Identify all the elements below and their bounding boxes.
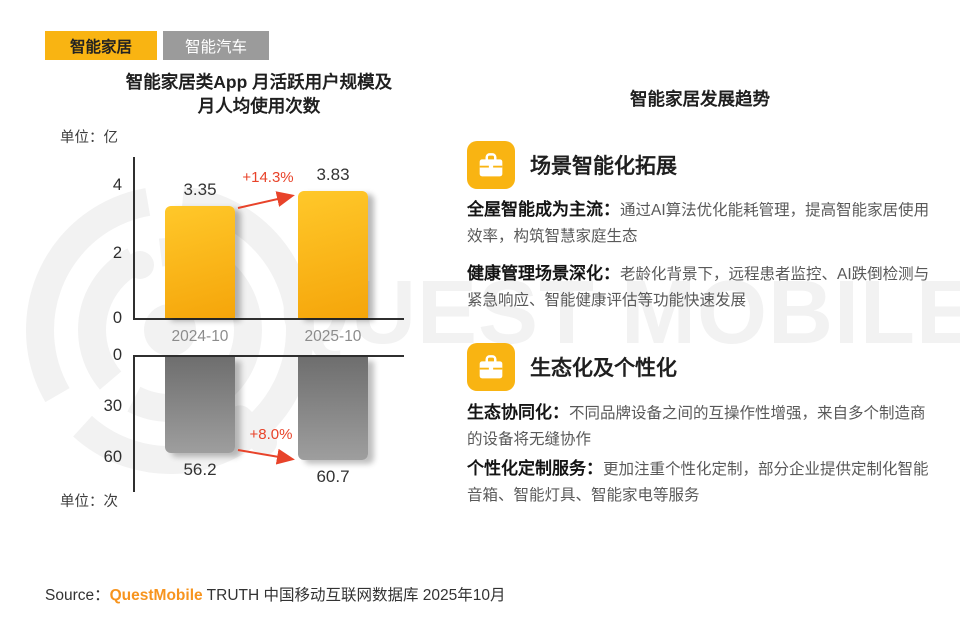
trend-item-lead: 个性化定制服务： bbox=[467, 459, 603, 478]
mau-bar-2024: 3.35 bbox=[165, 180, 235, 318]
briefcase-icon bbox=[467, 141, 515, 189]
value-label: 3.35 bbox=[183, 180, 217, 200]
trend-item: 个性化定制服务：更加注重个性化定制，部分企业提供定制化智能音箱、智能灯具、智能家… bbox=[467, 455, 937, 508]
trend-item: 健康管理场景深化：老龄化背景下，远程患者监控、AI跌倒检测与紧急响应、智能健康评… bbox=[467, 260, 937, 313]
tab-smart-home-label: 智能家居 bbox=[69, 38, 132, 56]
section-heading-ecosystem: 生态化及个性化 bbox=[530, 357, 677, 380]
trend-item-lead: 健康管理场景深化： bbox=[467, 264, 620, 283]
trend-item-body: 更加注重个性化定制，部分企业提供定制化智能音箱、智能灯具、智能家电等服务 bbox=[467, 461, 929, 504]
value-label: 56.2 bbox=[183, 459, 217, 479]
brand-questmobile: QuestMobile bbox=[109, 587, 203, 604]
source-rest: TRUTH 中国移动互联网数据库 2025年10月 bbox=[202, 587, 506, 604]
freq-bar-2024: 56.2 bbox=[165, 357, 235, 479]
briefcase-icon bbox=[467, 343, 515, 391]
freq-bar-2025: 60.7 bbox=[298, 357, 368, 486]
trend-panel-title: 智能家居发展趋势 bbox=[630, 89, 770, 109]
trend-item: 全屋智能成为主流：通过AI算法优化能耗管理，提高智能家居使用效率，构筑智慧家庭生… bbox=[467, 196, 937, 249]
source-line: Source：QuestMobile TRUTH 中国移动互联网数据库 2025… bbox=[45, 583, 506, 605]
trend-item: 生态协同化：不同品牌设备之间的互操作性增强，来自多个制造商的设备将无缝协作 bbox=[467, 399, 937, 452]
source-prefix: Source： bbox=[45, 587, 110, 604]
tab-smart-car-label: 智能汽车 bbox=[184, 38, 247, 56]
mau-bar-2025: 3.83 bbox=[298, 165, 368, 318]
trend-item-body: 不同品牌设备之间的互操作性增强，来自多个制造商的设备将无缝协作 bbox=[467, 405, 926, 448]
unit-label-bottom: 单位：次 bbox=[60, 494, 118, 510]
ytick-label: 4 bbox=[112, 176, 122, 194]
x-axis-label-2024: 2024-10 bbox=[171, 328, 229, 345]
value-label: 60.7 bbox=[316, 467, 350, 487]
ytick-label: 30 bbox=[103, 397, 122, 415]
x-axis-label-2025: 2025-10 bbox=[304, 328, 362, 345]
bar-chart-mau: 3.35 3.83 bbox=[133, 157, 404, 320]
ytick-label: 0 bbox=[112, 346, 122, 364]
ytick-label: 60 bbox=[103, 448, 122, 466]
trend-item-body: 通过AI算法优化能耗管理，提高智能家居使用效率，构筑智慧家庭生态 bbox=[467, 202, 930, 245]
left-chart-title-line1: 智能家居类App 月活跃用户规模及 bbox=[125, 72, 393, 92]
unit-label-top: 单位：亿 bbox=[60, 130, 118, 146]
section-heading-scene: 场景智能化拓展 bbox=[530, 155, 677, 178]
trend-item-lead: 生态协同化： bbox=[467, 403, 569, 422]
ytick-label: 0 bbox=[112, 309, 122, 327]
bar-chart-frequency: 56.2 60.7 bbox=[133, 355, 404, 492]
tab-smart-home[interactable]: 智能家居 bbox=[45, 31, 157, 60]
trend-item-lead: 全屋智能成为主流： bbox=[467, 200, 620, 219]
tab-smart-car[interactable]: 智能汽车 bbox=[163, 31, 269, 60]
growth-label-mau: +14.3% bbox=[242, 169, 294, 186]
left-chart-title-line2: 月人均使用次数 bbox=[197, 96, 321, 116]
value-label: 3.83 bbox=[316, 164, 350, 184]
watermark-text: QUEST MOBILE bbox=[280, 263, 960, 363]
trend-item-body: 老龄化背景下，远程患者监控、AI跌倒检测与紧急响应、智能健康评估等功能快速发展 bbox=[467, 266, 930, 309]
growth-label-frequency: +8.0% bbox=[249, 426, 293, 443]
left-chart-title: 智能家居类App 月活跃用户规模及 月人均使用次数 bbox=[58, 70, 460, 118]
ytick-label: 2 bbox=[112, 244, 122, 262]
